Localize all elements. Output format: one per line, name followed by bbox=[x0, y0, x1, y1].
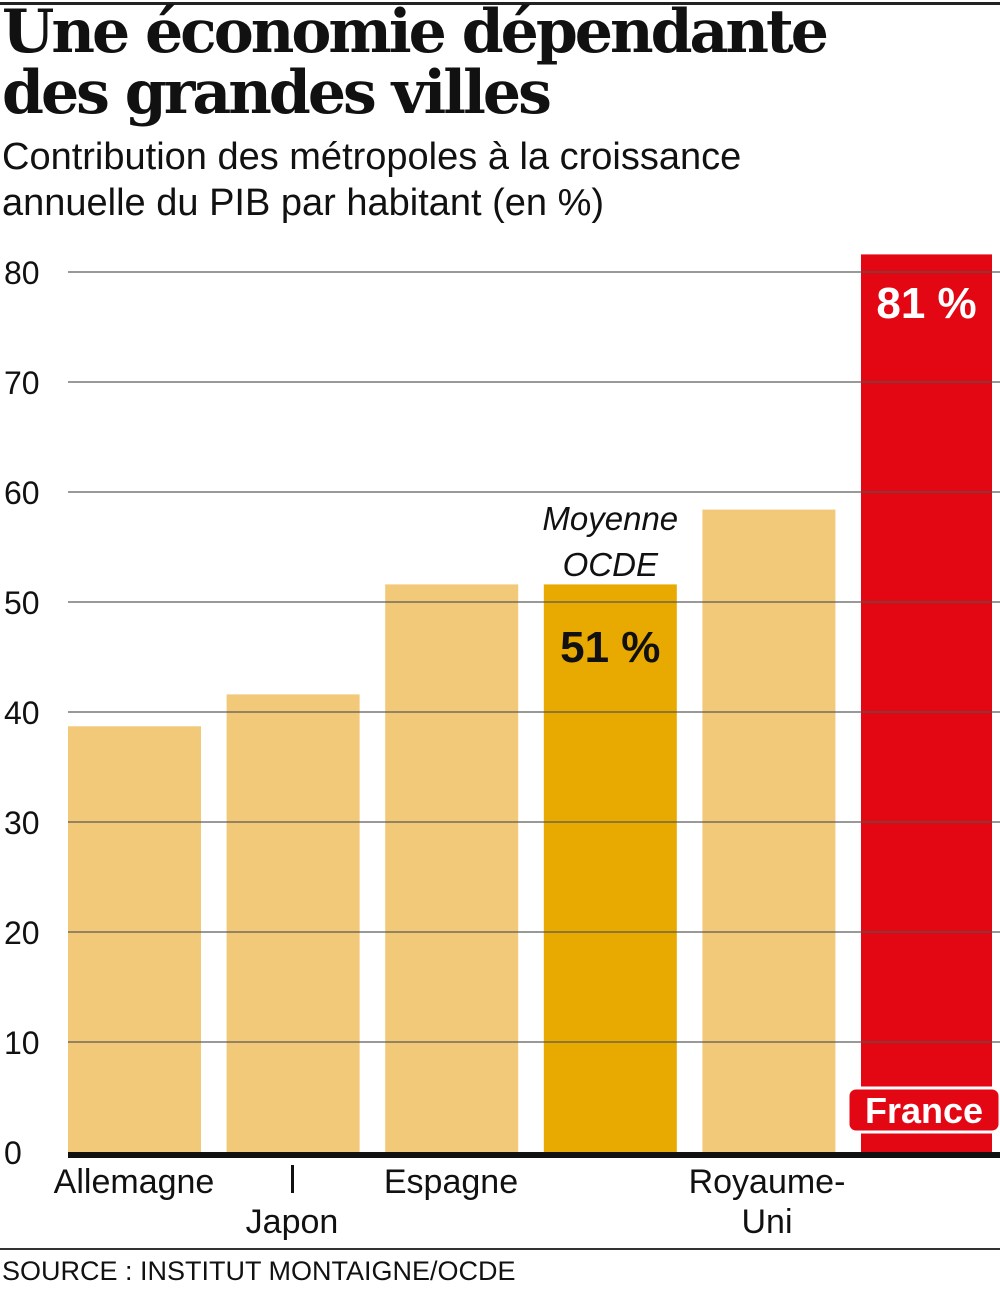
source-rule bbox=[0, 1248, 1000, 1250]
y-tick-label: 70 bbox=[4, 365, 40, 401]
x-label-espagne: Espagne bbox=[384, 1163, 518, 1201]
x-label-ocde-line2: OCDE bbox=[563, 546, 659, 583]
chart-subtitle: Contribution des métropoles à la croissa… bbox=[2, 134, 998, 226]
bar-allemagne bbox=[68, 726, 201, 1152]
y-tick-label: 40 bbox=[4, 695, 40, 731]
x-label-japon-leader-line bbox=[291, 1165, 294, 1193]
bar-royaume-uni bbox=[702, 509, 836, 1153]
y-tick-label: 60 bbox=[4, 475, 40, 511]
x-label-japon: Japon bbox=[246, 1203, 339, 1241]
subtitle-line-1: Contribution des métropoles à la croissa… bbox=[2, 136, 742, 178]
subtitle-line-2: annuelle du PIB par habitant (en %) bbox=[2, 182, 605, 224]
data-label-ocde: 51 % bbox=[560, 623, 660, 672]
x-label-ocde-line1: Moyenne bbox=[542, 500, 678, 537]
bar-moyenne-ocde bbox=[543, 584, 677, 1152]
y-tick-label: 50 bbox=[4, 585, 40, 621]
title-line-2: des grandes villes bbox=[2, 58, 552, 128]
x-label-france-tag bbox=[846, 1086, 1000, 1134]
bar-chart: 0 10 20 30 40 50 60 70 80 Allemagne Japon Espagne Ro… bbox=[4, 254, 1000, 1241]
x-label-france: France bbox=[865, 1090, 983, 1131]
x-axis-baseline bbox=[68, 1152, 1000, 1158]
y-tick-label: 30 bbox=[4, 805, 40, 841]
source-note: SOURCE : INSTITUT MONTAIGNE/OCDE bbox=[2, 1256, 516, 1286]
x-label-royaume-uni-line2: Uni bbox=[741, 1203, 792, 1241]
x-label-allemagne: Allemagne bbox=[54, 1163, 215, 1201]
top-rule bbox=[0, 2, 1000, 5]
title-line-1: Une économie dépendante bbox=[2, 0, 829, 67]
chart-title: Une économie dépendante des grandes vill… bbox=[2, 2, 998, 124]
bar-espagne bbox=[385, 584, 519, 1152]
x-label-royaume-uni-line1: Royaume- bbox=[689, 1163, 846, 1201]
y-tick-label: 80 bbox=[4, 255, 40, 291]
bar-japon bbox=[226, 694, 360, 1152]
data-label-france: 81 % bbox=[876, 279, 976, 328]
y-tick-label: 10 bbox=[4, 1025, 40, 1061]
y-tick-label: 20 bbox=[4, 915, 40, 951]
y-tick-label: 0 bbox=[4, 1135, 22, 1171]
bar-france bbox=[861, 254, 992, 1152]
